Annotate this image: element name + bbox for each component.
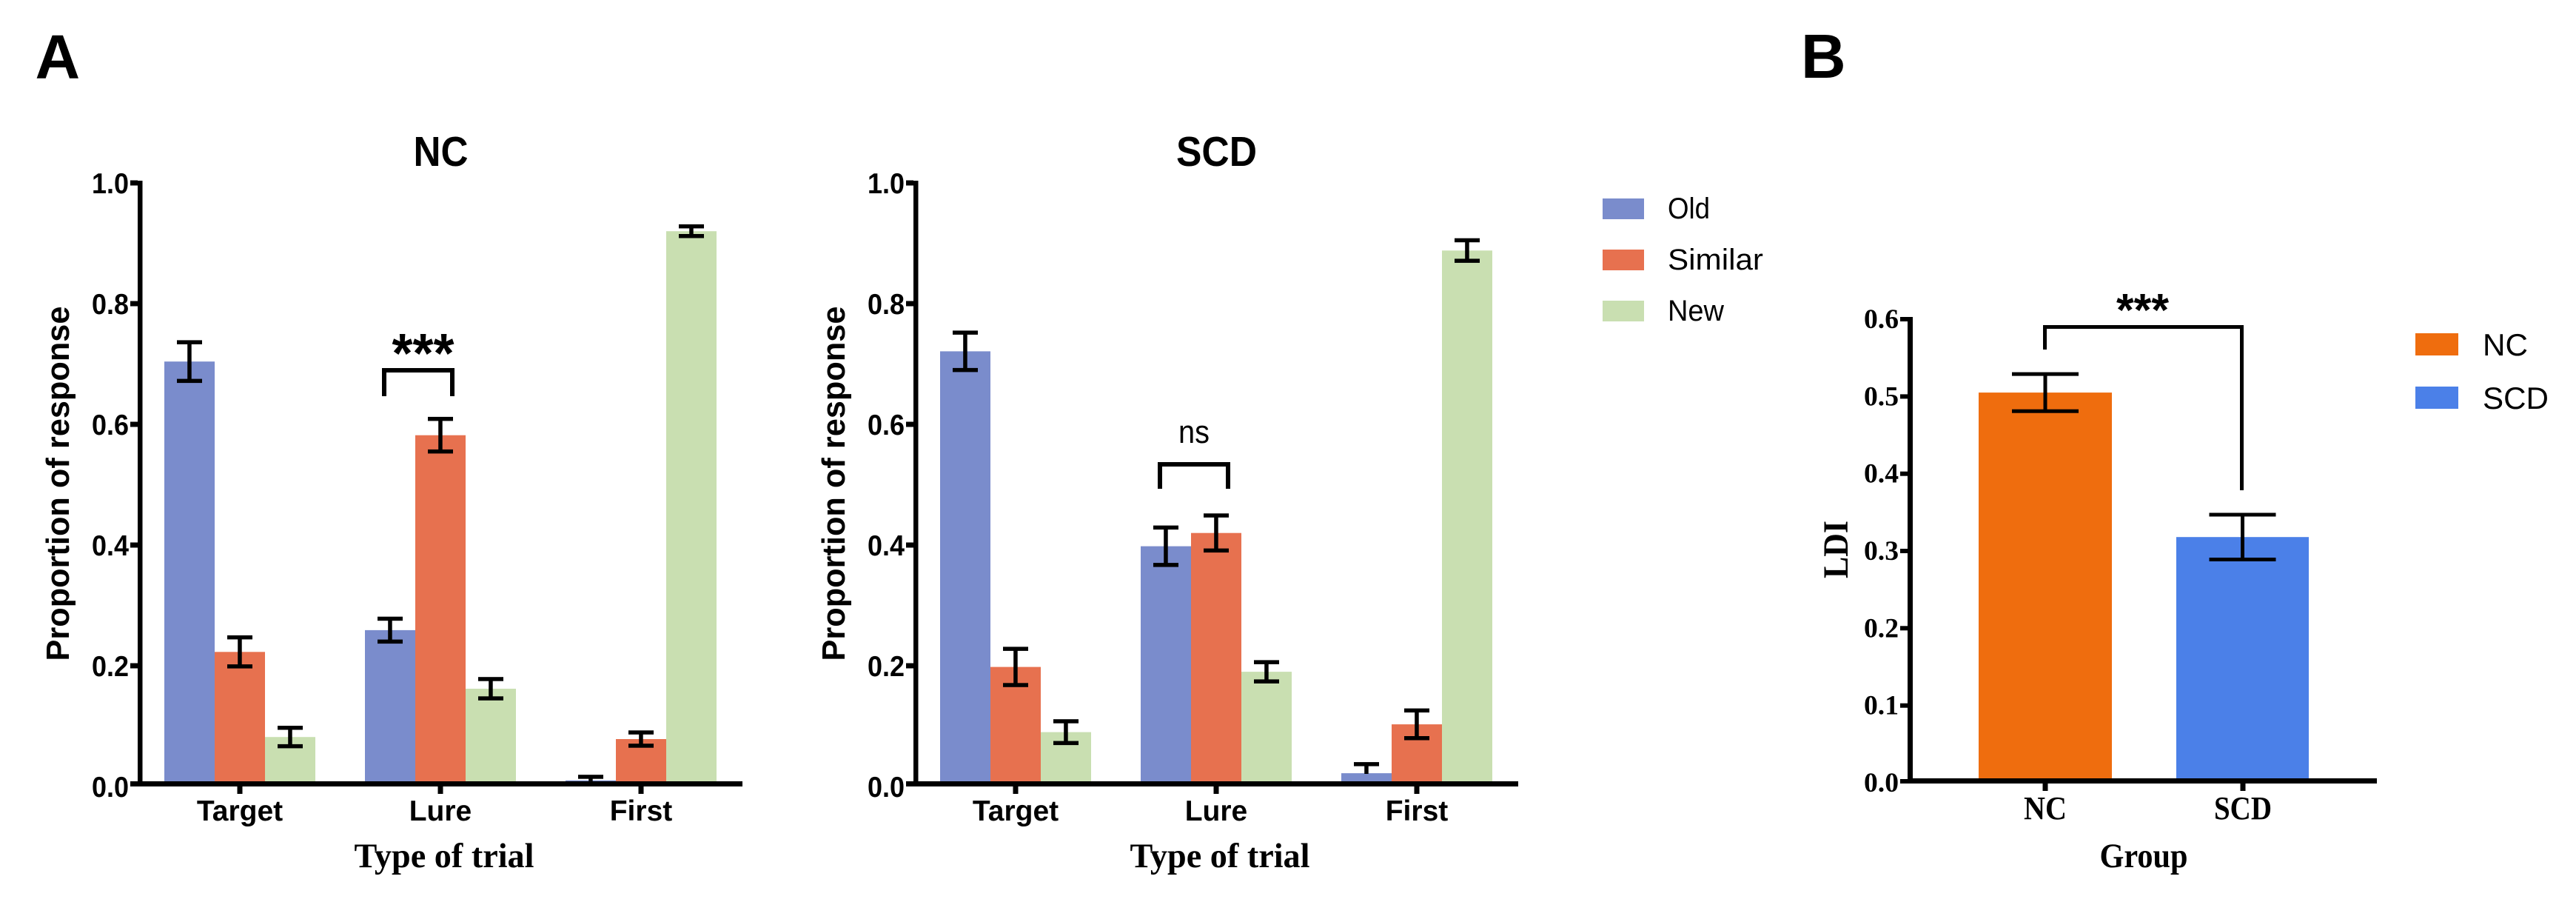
svg-text:SCD: SCD [2483,381,2549,415]
svg-text:Type of trial: Type of trial [1130,837,1310,875]
svg-text:0.4: 0.4 [1864,459,1899,490]
svg-text:0.6: 0.6 [92,410,129,441]
svg-text:0.2: 0.2 [868,651,905,683]
svg-text:0.5: 0.5 [1864,381,1899,412]
svg-text:SCD: SCD [1176,128,1257,176]
svg-text:Proportion of response: Proportion of response [40,307,76,661]
svg-text:0.6: 0.6 [1864,304,1899,335]
svg-text:Proportion of response: Proportion of response [816,307,852,661]
svg-text:0.1: 0.1 [1864,691,1899,721]
svg-text:Target: Target [197,795,283,827]
svg-text:NC: NC [414,128,469,176]
svg-text:Target: Target [973,795,1059,827]
svg-text:Lure: Lure [409,795,472,827]
svg-text:0.0: 0.0 [868,772,905,804]
svg-text:0.8: 0.8 [868,289,905,321]
svg-text:***: *** [2116,285,2170,336]
svg-text:A: A [36,22,81,92]
svg-text:1.0: 1.0 [92,168,129,200]
svg-text:ns: ns [1178,414,1210,450]
svg-text:0.3: 0.3 [1864,536,1899,567]
svg-text:Type of trial: Type of trial [355,837,534,875]
svg-text:First: First [610,795,673,827]
svg-text:SCD: SCD [2214,790,2272,826]
svg-text:Group: Group [2100,837,2188,875]
svg-text:New: New [1668,295,1724,327]
svg-text:Lure: Lure [1185,795,1248,827]
svg-text:0.6: 0.6 [868,410,905,441]
svg-text:0.2: 0.2 [92,651,129,683]
svg-text:***: *** [392,322,455,384]
svg-text:1.0: 1.0 [868,168,905,200]
svg-text:0.8: 0.8 [92,289,129,321]
svg-text:LDI: LDI [1817,521,1856,578]
svg-text:0.0: 0.0 [92,772,129,804]
svg-text:0.4: 0.4 [92,530,129,562]
svg-text:0.2: 0.2 [1864,613,1899,644]
svg-text:Old: Old [1668,193,1710,225]
svg-text:B: B [1801,21,1846,91]
svg-text:0.0: 0.0 [1864,768,1899,798]
svg-text:NC: NC [2024,790,2067,826]
svg-text:First: First [1386,795,1449,827]
svg-text:NC: NC [2483,327,2528,362]
svg-text:Similar: Similar [1668,244,1763,276]
svg-text:0.4: 0.4 [868,530,905,562]
